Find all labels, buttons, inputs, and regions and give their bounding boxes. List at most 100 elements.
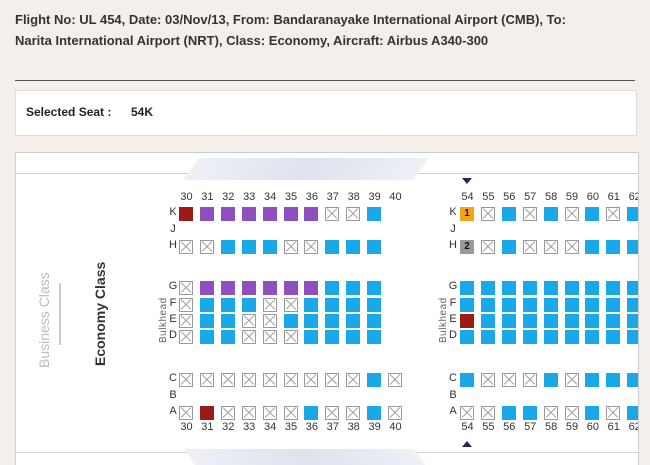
seat-37G[interactable] — [325, 281, 340, 295]
business-class-label[interactable]: Business Class — [36, 272, 52, 368]
seat-31E[interactable] — [199, 314, 214, 328]
seat-62C[interactable] — [627, 373, 638, 387]
seat-61F[interactable] — [606, 298, 621, 312]
seat-54G[interactable] — [460, 281, 474, 295]
seat-37F[interactable] — [325, 298, 340, 312]
seat-61C[interactable] — [606, 373, 621, 387]
seat-60F[interactable] — [585, 298, 600, 312]
seat-36D[interactable] — [304, 330, 319, 344]
seat-62H[interactable] — [627, 240, 638, 254]
seat-36A[interactable] — [304, 406, 319, 420]
seat-57D[interactable] — [522, 330, 537, 344]
seat-57H — [522, 240, 537, 254]
seat-31F[interactable] — [199, 298, 214, 312]
seat-55G[interactable] — [480, 281, 495, 295]
column-number-top: 36 — [305, 191, 319, 203]
seat-58D[interactable] — [543, 330, 558, 344]
seat-33F[interactable] — [241, 298, 256, 312]
seat-39C[interactable] — [367, 373, 382, 387]
seat-60D[interactable] — [585, 330, 600, 344]
seat-36F[interactable] — [304, 298, 319, 312]
seat-57F[interactable] — [522, 298, 537, 312]
seat-55E[interactable] — [480, 314, 495, 328]
seat-60E[interactable] — [585, 314, 600, 328]
seat-59G[interactable] — [564, 281, 579, 295]
seat-58C[interactable] — [543, 373, 558, 387]
seat-39D[interactable] — [367, 330, 382, 344]
seat-59E[interactable] — [564, 314, 579, 328]
seat-57A[interactable] — [522, 406, 537, 420]
seat-54H[interactable]: 2 — [460, 240, 474, 254]
seat-39E[interactable] — [367, 314, 382, 328]
seat-39F[interactable] — [367, 298, 382, 312]
seat-54D[interactable] — [460, 330, 474, 344]
seat-58G[interactable] — [543, 281, 558, 295]
seat-37E[interactable] — [325, 314, 340, 328]
seat-33G — [241, 281, 256, 295]
economy-class-label: Economy Class — [92, 261, 108, 366]
seat-58E[interactable] — [543, 314, 558, 328]
seat-55D[interactable] — [480, 330, 495, 344]
selected-seat-value: 54K — [131, 105, 154, 119]
seat-56H[interactable] — [501, 240, 516, 254]
seat-54C[interactable] — [460, 373, 474, 387]
seat-32F[interactable] — [220, 298, 235, 312]
seat-56E[interactable] — [501, 314, 516, 328]
seat-56F[interactable] — [501, 298, 516, 312]
seat-32E[interactable] — [220, 314, 235, 328]
seat-59F[interactable] — [564, 298, 579, 312]
seat-32H[interactable] — [220, 240, 235, 254]
seat-34H[interactable] — [262, 240, 277, 254]
seat-39K[interactable] — [367, 207, 382, 221]
seat-36E[interactable] — [304, 314, 319, 328]
seat-56K[interactable] — [501, 207, 516, 221]
seat-62G[interactable] — [627, 281, 638, 295]
seat-60A[interactable] — [585, 406, 600, 420]
row-letter-c: C — [169, 372, 177, 384]
seat-58K[interactable] — [543, 207, 558, 221]
seat-61D[interactable] — [606, 330, 621, 344]
seat-37H[interactable] — [325, 240, 340, 254]
seat-38H[interactable] — [346, 240, 361, 254]
seat-56G[interactable] — [501, 281, 516, 295]
seat-33H[interactable] — [241, 240, 256, 254]
seat-62E[interactable] — [627, 314, 638, 328]
row-letter-g: G — [168, 280, 178, 292]
seat-38F[interactable] — [346, 298, 361, 312]
seat-31C — [199, 373, 214, 387]
seat-60K[interactable] — [585, 207, 600, 221]
seat-39H[interactable] — [367, 240, 382, 254]
column-number-top: 57 — [524, 191, 537, 203]
seat-56A[interactable] — [501, 406, 516, 420]
seat-38G[interactable] — [346, 281, 361, 295]
seat-32D[interactable] — [220, 330, 235, 344]
seat-54K[interactable]: 1 — [460, 207, 474, 221]
seat-60C[interactable] — [585, 373, 600, 387]
seat-59D[interactable] — [564, 330, 579, 344]
seat-55F[interactable] — [480, 298, 495, 312]
column-number-top: 30 — [180, 191, 193, 203]
seat-58F[interactable] — [543, 298, 558, 312]
seat-61G[interactable] — [606, 281, 621, 295]
seat-37D[interactable] — [325, 330, 340, 344]
seat-39G[interactable] — [367, 281, 382, 295]
seat-62A[interactable] — [627, 406, 638, 420]
seat-38E[interactable] — [346, 314, 361, 328]
seat-60G[interactable] — [585, 281, 600, 295]
seat-57E[interactable] — [522, 314, 537, 328]
seat-61E[interactable] — [606, 314, 621, 328]
seat-54F[interactable] — [460, 298, 474, 312]
seat-62D[interactable] — [627, 330, 638, 344]
seat-35E[interactable] — [283, 314, 298, 328]
seat-57G[interactable] — [522, 281, 537, 295]
seat-38D[interactable] — [346, 330, 361, 344]
selected-column-marker-top — [462, 178, 472, 184]
seat-62K[interactable] — [627, 207, 638, 221]
seat-56D[interactable] — [501, 330, 516, 344]
seat-62F[interactable] — [627, 298, 638, 312]
seat-60H[interactable] — [585, 240, 600, 254]
seat-31D[interactable] — [199, 330, 214, 344]
seat-39A[interactable] — [367, 406, 382, 420]
row-letter-e: E — [169, 313, 177, 325]
seat-61H[interactable] — [606, 240, 621, 254]
